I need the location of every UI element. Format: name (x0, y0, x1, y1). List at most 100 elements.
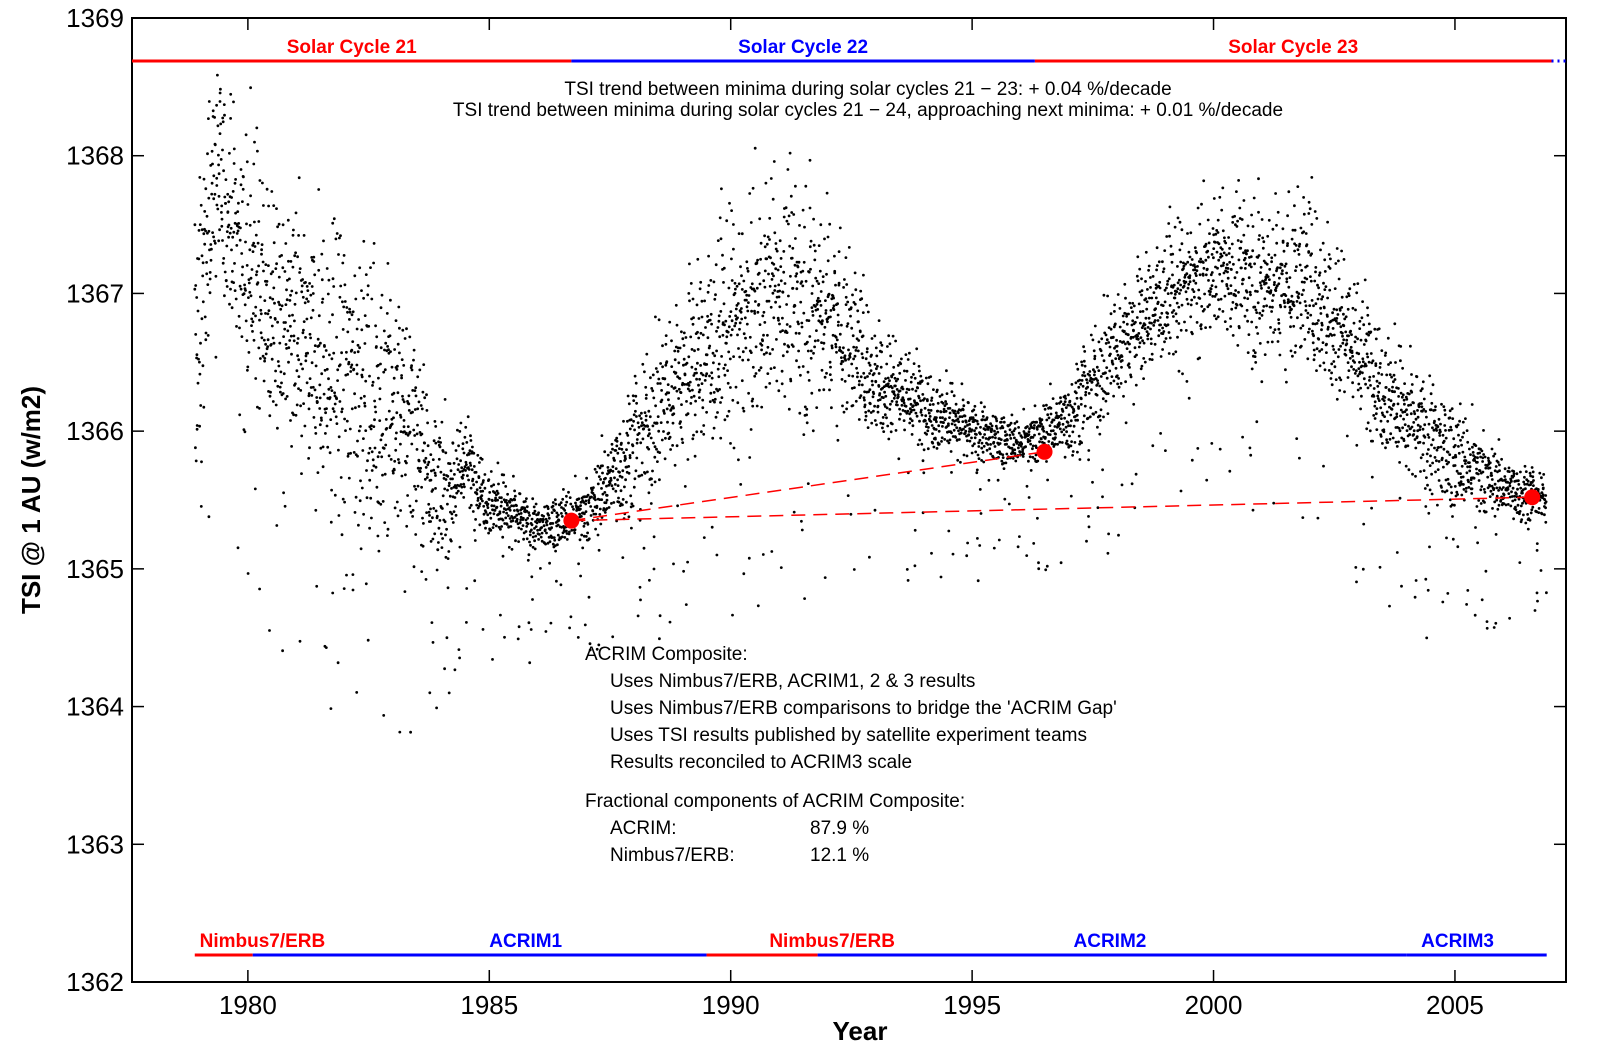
data-point (1397, 387, 1400, 390)
data-point (732, 446, 736, 450)
data-point (1212, 247, 1216, 251)
data-point (688, 299, 691, 303)
data-point (1405, 397, 1409, 401)
data-point (1355, 580, 1358, 584)
data-point (1071, 430, 1075, 434)
data-point (1048, 424, 1052, 427)
data-point (1095, 365, 1099, 369)
data-point (200, 460, 203, 464)
data-point (870, 353, 873, 357)
data-point (1265, 262, 1269, 266)
data-point (240, 252, 244, 255)
data-point (761, 314, 765, 318)
data-point (1430, 492, 1434, 496)
data-point (258, 179, 262, 182)
data-point (1293, 351, 1297, 354)
data-point (850, 326, 854, 330)
data-point (1063, 394, 1067, 398)
data-point (1017, 446, 1020, 450)
data-point (195, 427, 199, 431)
data-point (1028, 427, 1031, 430)
data-point (683, 373, 687, 377)
data-point (934, 437, 937, 441)
data-point (918, 438, 922, 442)
data-point (300, 434, 304, 438)
data-point (822, 341, 826, 345)
data-point (908, 397, 912, 401)
data-point (631, 444, 635, 448)
data-point (888, 342, 892, 346)
data-point (472, 451, 476, 455)
data-point (533, 527, 536, 530)
data-point (618, 470, 621, 474)
data-point (930, 399, 933, 402)
data-point (690, 365, 694, 369)
data-point (551, 504, 555, 508)
data-point (533, 547, 537, 551)
data-point (1450, 407, 1454, 411)
data-point (982, 444, 986, 448)
data-point (272, 341, 276, 345)
data-point (1118, 340, 1122, 343)
data-point (737, 232, 741, 236)
data-point (844, 303, 848, 306)
data-point (310, 256, 314, 259)
data-point (1161, 260, 1164, 264)
data-point (1481, 456, 1485, 460)
data-point (574, 501, 577, 505)
data-point (406, 425, 410, 428)
data-point (732, 223, 735, 226)
data-point (1420, 387, 1424, 391)
data-point (1360, 316, 1364, 320)
data-point (1085, 539, 1088, 543)
data-point (1266, 340, 1270, 344)
data-point (517, 526, 521, 530)
data-point (220, 217, 224, 221)
data-point (1177, 369, 1181, 373)
data-point (403, 590, 407, 593)
data-point (324, 349, 328, 352)
data-point (1257, 254, 1261, 257)
data-point (1042, 404, 1045, 408)
data-point (1210, 253, 1214, 256)
data-point (910, 419, 914, 423)
data-point (699, 371, 703, 375)
data-point (666, 383, 670, 386)
data-point (396, 342, 400, 346)
data-point (1144, 250, 1148, 254)
data-point (384, 443, 388, 447)
data-point (1139, 321, 1142, 325)
data-point (603, 450, 607, 454)
data-point (1037, 432, 1041, 436)
data-point (995, 427, 999, 430)
data-point (783, 342, 786, 346)
data-point (633, 374, 637, 378)
data-point (973, 436, 977, 440)
data-point (944, 409, 948, 413)
data-point (944, 417, 947, 421)
data-point (1116, 382, 1119, 386)
data-point (1391, 385, 1394, 389)
data-point (1445, 489, 1449, 493)
data-point (606, 466, 610, 469)
data-point (842, 286, 845, 289)
data-point (1355, 291, 1359, 295)
data-point (1032, 542, 1036, 545)
data-point (583, 623, 587, 627)
data-point (1375, 407, 1379, 410)
data-point (198, 176, 202, 179)
data-point (1189, 315, 1193, 319)
data-point (898, 389, 902, 393)
data-point (487, 498, 491, 501)
data-point (1190, 258, 1194, 261)
data-point (287, 259, 290, 263)
data-point (1211, 279, 1215, 282)
data-point (1479, 502, 1483, 505)
data-point (763, 245, 767, 249)
data-point (387, 348, 390, 351)
data-point (989, 443, 992, 446)
data-point (1372, 375, 1375, 378)
data-point (458, 470, 462, 474)
data-point (1032, 426, 1036, 430)
data-point (835, 350, 838, 354)
